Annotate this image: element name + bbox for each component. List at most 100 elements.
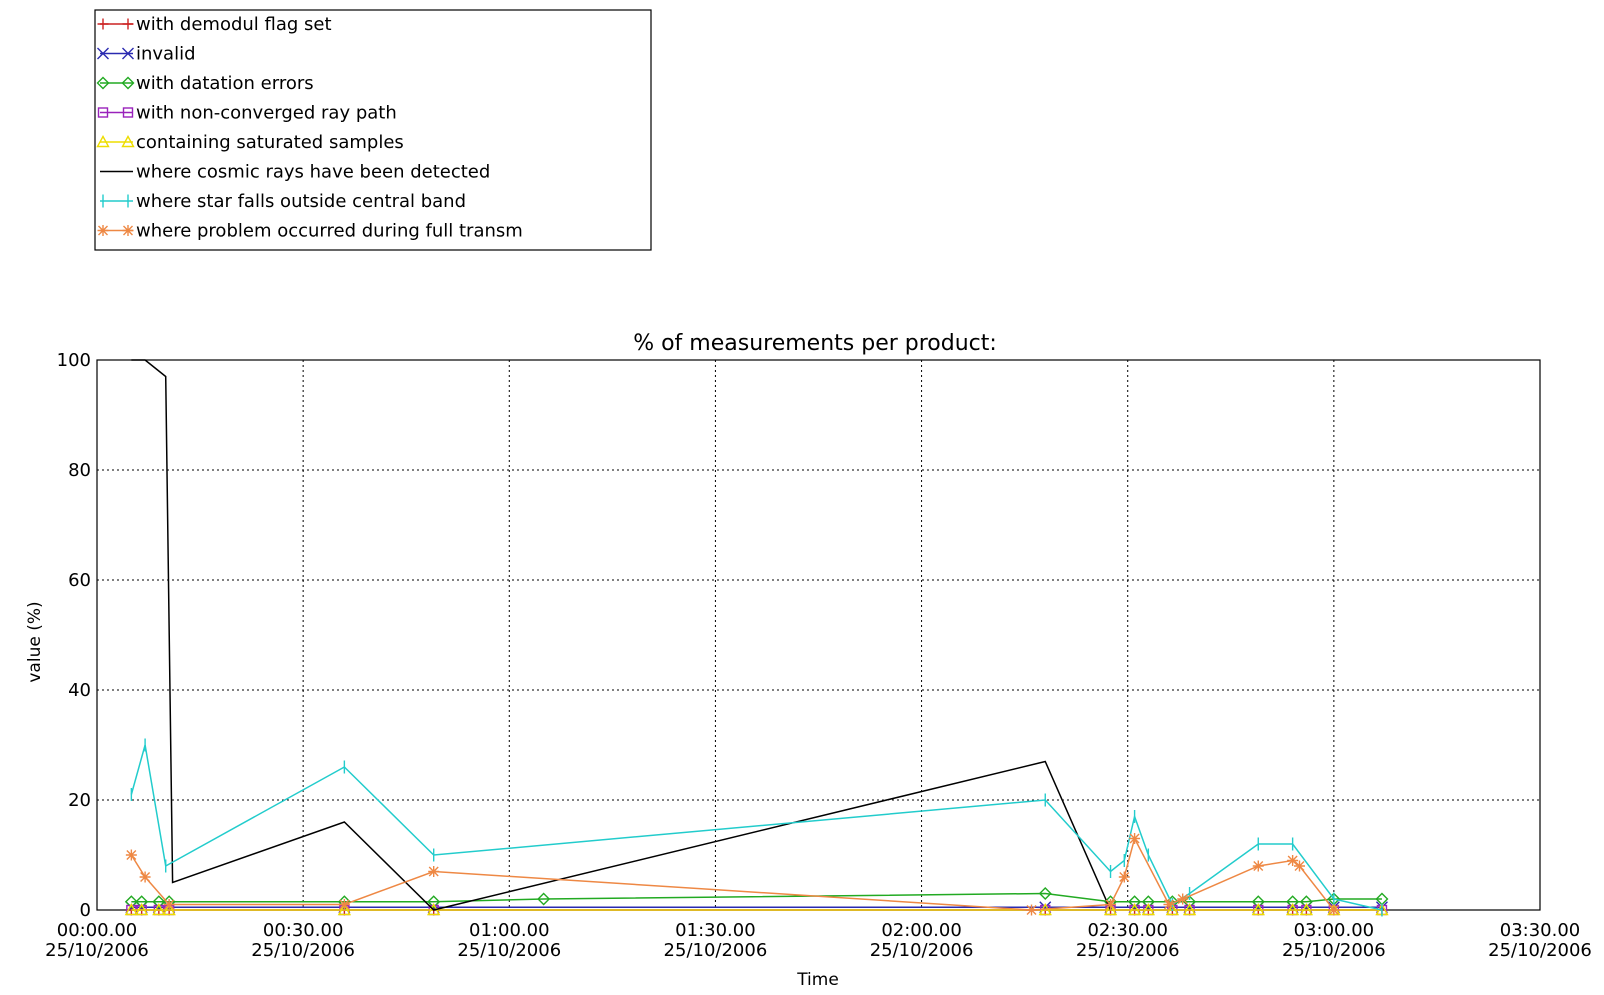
data-point	[1177, 893, 1189, 905]
legend-marker	[97, 225, 109, 236]
legend-label: with non-converged ray path	[136, 103, 397, 124]
x-tick-date: 25/10/2006	[45, 940, 149, 961]
legend-frame	[94, 9, 652, 251]
series-line	[130, 744, 1383, 911]
x-tick-time: 03:30.00	[1500, 920, 1581, 941]
legend-marker	[97, 107, 109, 118]
legend-label: invalid	[136, 44, 196, 65]
data-point	[1141, 895, 1155, 909]
data-point	[1251, 895, 1265, 909]
data-point	[1299, 903, 1314, 916]
x-tick-date: 25/10/2006	[457, 940, 561, 961]
legend-marker	[96, 135, 110, 148]
series-5	[131, 359, 1112, 911]
data-point	[338, 899, 350, 910]
x-tick-time: 01:00.00	[469, 920, 550, 941]
y-tick-label: 100	[57, 350, 91, 371]
legend-label: with datation errors	[136, 73, 314, 94]
data-point	[1118, 871, 1130, 883]
legend-marker	[121, 135, 135, 148]
data-point	[1328, 904, 1340, 916]
legend-marker	[122, 107, 134, 118]
legend-marker	[97, 18, 109, 30]
data-point	[1103, 903, 1118, 916]
y-axis-ticks: 0 20 40 60 80 100	[57, 350, 91, 921]
legend-marker	[122, 225, 134, 236]
plot-frame	[96, 359, 1541, 911]
data-point	[1299, 895, 1313, 909]
legend-marker	[122, 47, 134, 60]
data-point	[162, 903, 176, 916]
data-point	[134, 903, 149, 916]
x-tick-date: 25/10/2006	[1282, 940, 1386, 961]
y-tick-label: 40	[68, 680, 91, 701]
series-7	[125, 833, 1340, 916]
data-point	[1038, 887, 1052, 900]
data-point	[428, 866, 440, 877]
legend-item: invalid	[97, 44, 196, 65]
legend-label: where star falls outside central band	[136, 191, 466, 212]
data-point	[1127, 903, 1142, 916]
legend-label: containing saturated samples	[136, 132, 404, 153]
y-tick-label: 60	[68, 570, 91, 591]
legend-item: where cosmic rays have been detected	[100, 162, 490, 183]
x-tick-date: 25/10/2006	[664, 940, 768, 961]
data-point	[163, 899, 175, 910]
data-point	[337, 903, 352, 916]
legend-item: with datation errors	[96, 73, 314, 94]
x-axis-label: Time	[796, 970, 839, 990]
data-point	[1129, 833, 1141, 844]
y-tick-label: 20	[68, 790, 91, 811]
data-point	[124, 895, 138, 909]
data-point	[1163, 899, 1175, 910]
data-point	[1128, 895, 1142, 909]
x-tick-time: 02:00.00	[881, 920, 962, 941]
x-axis-ticks: 00:00.0025/10/200600:30.0025/10/200601:0…	[45, 920, 1592, 961]
data-point	[427, 895, 441, 909]
series-line	[131, 359, 1112, 911]
legend-item: where problem occurred during full trans…	[97, 221, 523, 242]
data-point	[152, 895, 166, 909]
legend: with demodul flag set invalid with datatio…	[94, 9, 652, 251]
x-tick-date: 25/10/2006	[1488, 940, 1592, 961]
data-point	[1294, 860, 1305, 872]
legend-item: containing saturated samples	[96, 132, 404, 153]
data-point	[1026, 904, 1038, 916]
legend-marker	[97, 47, 109, 60]
data-point	[1141, 903, 1156, 916]
series-1	[125, 901, 1388, 914]
series-4	[124, 903, 1389, 916]
x-tick-time: 02:30.00	[1087, 920, 1168, 941]
x-tick-date: 25/10/2006	[251, 940, 355, 961]
x-tick-time: 03:00.00	[1294, 920, 1375, 941]
x-tick-time: 00:00.00	[57, 920, 138, 941]
data-point	[139, 871, 151, 883]
legend-label: where problem occurred during full trans…	[136, 221, 523, 242]
y-tick-label: 0	[80, 900, 91, 921]
data-point	[1252, 860, 1264, 872]
data-point	[124, 903, 139, 916]
grid	[97, 360, 1540, 910]
data-point	[1251, 903, 1265, 916]
series-6	[130, 738, 1383, 917]
legend-item: where star falls outside central band	[100, 191, 466, 212]
legend-label: with demodul flag set	[136, 14, 332, 35]
data-point	[125, 849, 137, 861]
x-tick-date: 25/10/2006	[1076, 940, 1180, 961]
data-point	[1287, 855, 1299, 866]
x-tick-time: 01:30.00	[675, 920, 756, 941]
data-point	[1105, 899, 1117, 910]
y-axis-label: value (%)	[25, 601, 45, 682]
series-line	[130, 836, 1335, 911]
data-point	[1182, 903, 1197, 916]
y-tick-label: 80	[68, 460, 91, 481]
legend-item: with demodul flag set	[97, 14, 332, 35]
data-point	[537, 892, 551, 906]
data-point	[1183, 895, 1197, 909]
x-tick-time: 00:30.00	[263, 920, 344, 941]
data-point	[1285, 903, 1300, 916]
legend-label: where cosmic rays have been detected	[136, 162, 490, 183]
data-point	[1286, 895, 1300, 909]
series-layer	[124, 359, 1389, 917]
